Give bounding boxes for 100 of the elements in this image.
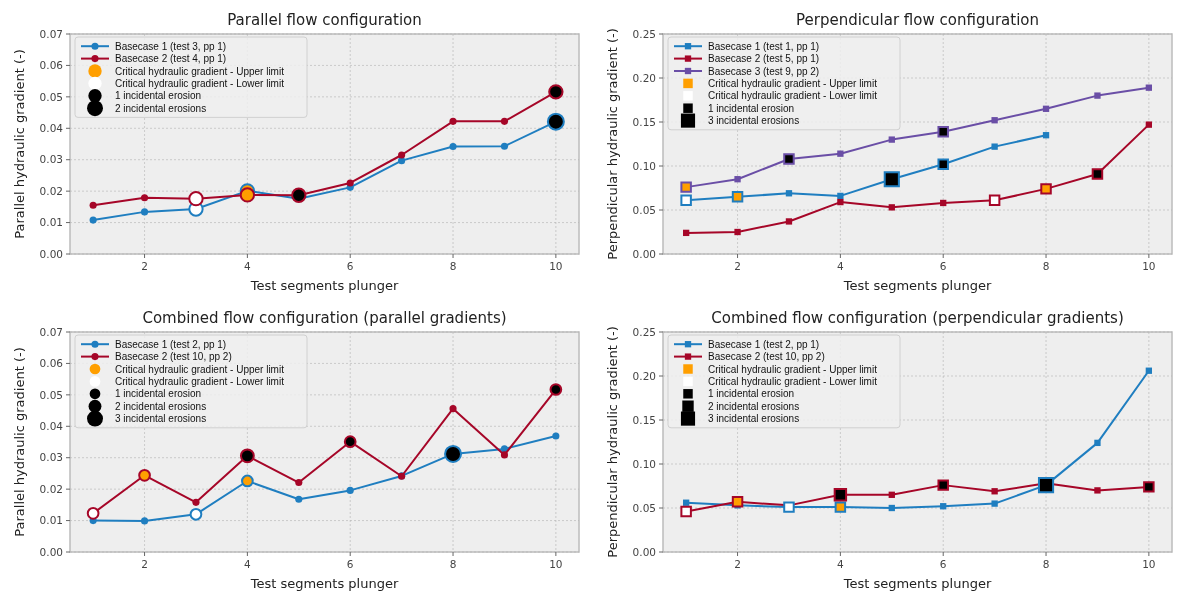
x-tick-label: 6 [939, 558, 947, 570]
point [734, 228, 741, 236]
x-tick-label: 4 [244, 558, 252, 570]
y-tick-label: 0.25 [632, 27, 656, 40]
x-tick-label: 4 [837, 260, 845, 272]
legend-label: Critical hydraulic gradient - Upper limit [708, 77, 878, 89]
y-tick-label: 0.15 [632, 115, 656, 128]
legend-label: 2 incidental erosions [708, 400, 800, 412]
legend-label: Basecase 2 (test 10, pp 2) [115, 351, 232, 363]
x-tick-label: 10 [549, 260, 563, 272]
point [991, 117, 998, 124]
y-tick-label: 0.02 [39, 482, 63, 495]
x-tick-label: 10 [1142, 558, 1156, 570]
point [1037, 477, 1055, 494]
point [1094, 487, 1101, 494]
y-tick-label: 0.00 [632, 247, 656, 260]
y-tick-label: 0.01 [39, 514, 63, 527]
point [785, 218, 793, 225]
y-axis-title: Perpendicular hydraulic gradient (-) [605, 326, 620, 558]
point [500, 142, 509, 150]
legend-label: Critical hydraulic gradient - Lower limit [708, 90, 878, 102]
x-tick-label: 2 [141, 260, 148, 272]
legend-label: Basecase 3 (test 9, pp 2) [708, 65, 820, 77]
x-axis-title: Test segments plunger [249, 576, 399, 591]
point [888, 136, 895, 143]
legend-label: Basecase 2 (test 5, pp 1) [708, 53, 820, 65]
point [1145, 121, 1153, 128]
y-tick-label: 0.05 [39, 90, 63, 103]
legend-label: 1 incidental erosion [708, 388, 795, 400]
point [140, 208, 149, 216]
point [89, 216, 97, 224]
x-tick-label: 4 [244, 260, 252, 272]
chart-title: Combined flow configuration (parallel gradients) [142, 309, 507, 327]
point [449, 142, 457, 151]
point [239, 187, 256, 203]
y-tick-label: 0.03 [39, 153, 63, 166]
y-axis-title: Parallel hydraulic gradient (-) [12, 49, 27, 239]
y-tick-label: 0.10 [632, 457, 656, 470]
legend-label: Basecase 1 (test 3, pp 1) [115, 40, 227, 52]
y-tick-label: 0.05 [39, 388, 63, 401]
x-tick-label: 6 [939, 260, 947, 272]
x-axis-title: Test segments plunger [249, 278, 399, 293]
x-tick-label: 2 [734, 260, 741, 272]
y-tick-label: 0.00 [632, 545, 656, 558]
y-axis-title: Parallel hydraulic gradient (-) [12, 347, 27, 537]
point [888, 491, 895, 498]
y-tick-label: 0.00 [39, 545, 63, 558]
legend-label: Basecase 1 (test 2, pp 1) [708, 338, 820, 350]
point [991, 500, 998, 507]
legend-label: 3 incidental erosions [708, 115, 800, 127]
chart-title: Perpendicular flow configuration [795, 11, 1040, 29]
point [140, 194, 149, 202]
x-axis-title: Test segments plunger [842, 278, 992, 293]
legend-label: 1 incidental erosion [115, 388, 202, 400]
legend-label: 2 incidental erosions [115, 102, 207, 114]
point [833, 488, 848, 502]
point [1145, 84, 1153, 91]
point [883, 171, 900, 188]
point [192, 498, 200, 506]
x-tick-label: 6 [346, 260, 354, 272]
point [449, 117, 457, 125]
x-tick-label: 6 [346, 558, 354, 570]
x-tick-label: 10 [1142, 260, 1156, 272]
y-tick-label: 0.10 [632, 159, 656, 172]
y-tick-label: 0.25 [632, 325, 656, 338]
point [682, 229, 690, 237]
y-tick-label: 0.20 [632, 71, 656, 84]
point [239, 448, 255, 464]
chart-title: Parallel flow configuration [227, 11, 422, 29]
point [398, 151, 406, 159]
legend-label: Basecase 1 (test 2, pp 1) [115, 338, 227, 350]
y-tick-label: 0.06 [39, 357, 64, 370]
point [1145, 367, 1153, 374]
point [444, 444, 463, 463]
legend-label: 3 incidental erosions [708, 413, 800, 425]
x-tick-label: 8 [1042, 260, 1050, 272]
y-tick-label: 0.03 [39, 451, 63, 464]
point [888, 204, 895, 211]
y-tick-label: 0.02 [39, 184, 63, 197]
legend-label: Basecase 2 (test 10, pp 2) [708, 351, 825, 363]
chart-title: Combined flow configuration (perpendicular gradients) [711, 309, 1124, 327]
legend-label: Critical hydraulic gradient - Upper limit [708, 363, 878, 375]
legend-label: 2 incidental erosions [115, 400, 207, 412]
legend-label: Critical hydraulic gradient - Lower limit [115, 375, 285, 387]
legend-label: Critical hydraulic gradient - Lower limit [708, 375, 878, 387]
legend-label: Basecase 2 (test 4, pp 1) [115, 53, 227, 65]
point [1094, 439, 1101, 447]
legend-label: Critical hydraulic gradient - Lower limit [115, 77, 285, 89]
point [940, 503, 947, 510]
point [552, 432, 560, 440]
point [1042, 132, 1050, 139]
x-tick-label: 4 [837, 558, 845, 570]
point [785, 190, 793, 197]
y-tick-label: 0.15 [632, 413, 656, 426]
point [295, 495, 303, 503]
point [991, 143, 998, 150]
point [346, 486, 354, 494]
y-tick-label: 0.01 [39, 216, 63, 229]
y-tick-label: 0.05 [632, 203, 656, 216]
point [546, 112, 565, 131]
